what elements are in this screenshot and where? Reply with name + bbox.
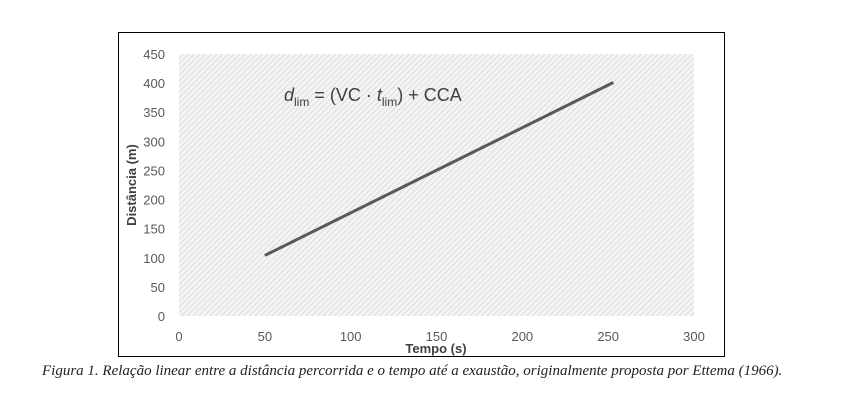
plot-area xyxy=(179,54,694,316)
y-axis-title: Distância (m) xyxy=(124,144,139,226)
equation-end: ) + CCA xyxy=(397,85,462,105)
series-lines xyxy=(264,81,614,257)
equation-annotation: dlim = (VC · tlim) + CCA xyxy=(284,85,462,109)
y-tick-label: 150 xyxy=(143,222,165,237)
y-tick-label: 250 xyxy=(143,163,165,178)
y-tick-label: 200 xyxy=(143,193,165,208)
x-tick-label: 100 xyxy=(340,329,362,344)
x-tick-labels: 0 50 100 150 200 250 300 xyxy=(175,329,704,344)
figure-caption: Figura 1. Relação linear entre a distânc… xyxy=(42,363,783,379)
chart-frame: 0 50 100 150 200 250 300 350 400 450 0 50 100 150 200… xyxy=(118,32,725,357)
equation-d: d xyxy=(284,85,295,105)
y-tick-label: 50 xyxy=(151,280,165,295)
x-tick-label: 300 xyxy=(683,329,705,344)
y-tick-label: 450 xyxy=(143,47,165,62)
x-tick-label: 0 xyxy=(175,329,182,344)
x-tick-label: 250 xyxy=(597,329,619,344)
y-tick-label: 350 xyxy=(143,105,165,120)
y-tick-label: 400 xyxy=(143,76,165,91)
y-tick-label: 300 xyxy=(143,134,165,149)
y-tick-label: 100 xyxy=(143,251,165,266)
series-line xyxy=(264,81,614,257)
equation-t: t xyxy=(377,85,383,105)
equation-t-sub: lim xyxy=(382,95,397,109)
x-tick-label: 200 xyxy=(511,329,533,344)
equation-mid: = (VC · xyxy=(309,85,377,105)
x-tick-label: 50 xyxy=(258,329,272,344)
chart: 0 50 100 150 200 250 300 350 400 450 0 50 100 150 200… xyxy=(124,47,705,356)
x-tick-label: 150 xyxy=(426,329,448,344)
y-tick-labels: 0 50 100 150 200 250 300 350 400 450 xyxy=(143,47,165,324)
equation-d-sub: lim xyxy=(294,95,309,109)
x-axis-title: Tempo (s) xyxy=(405,341,466,356)
y-tick-label: 0 xyxy=(158,309,165,324)
